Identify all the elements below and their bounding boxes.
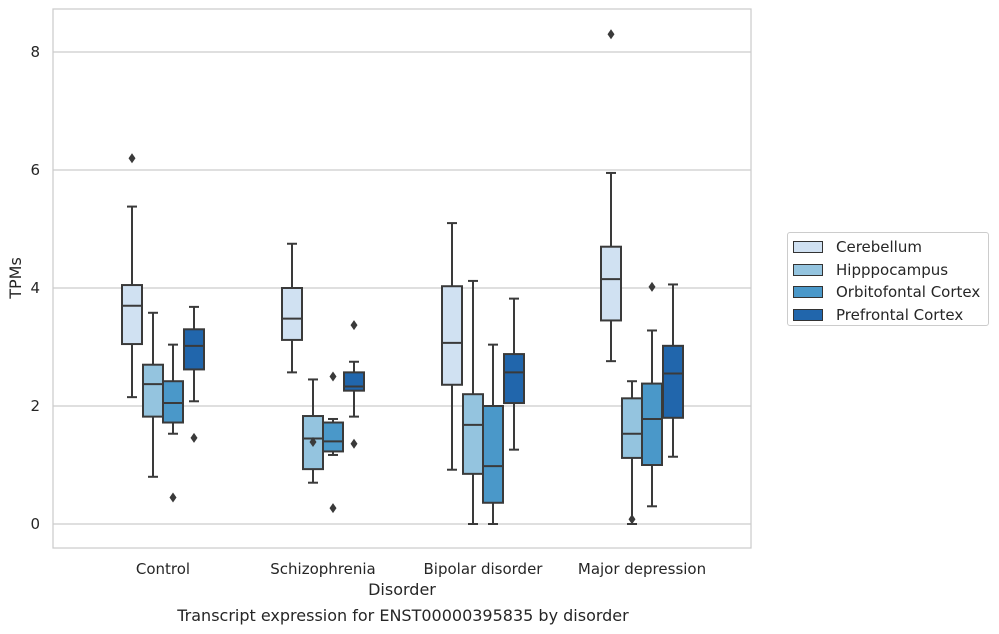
box-cerebellum [281, 242, 303, 374]
figure-caption: Transcript expression for ENST0000039583… [177, 606, 629, 625]
y-tick-label: 4 [30, 279, 40, 297]
box-iqr [641, 382, 663, 466]
x-tick-label: Schizophrenia [270, 560, 375, 578]
outlier-point [309, 436, 317, 447]
box-orbitofontal-cortex [162, 343, 184, 503]
outlier-point [628, 514, 636, 525]
legend-swatch [793, 308, 823, 321]
outlier-point [350, 320, 358, 331]
y-tick-label: 6 [30, 161, 40, 179]
box-iqr [162, 380, 184, 424]
legend-item: Cerebellum [793, 236, 988, 259]
plot-area-frame [52, 8, 752, 549]
box-prefrontal-cortex [503, 297, 525, 451]
box-orbitofontal-cortex [641, 281, 663, 508]
legend-item: Orbitofontal Cortex [793, 281, 988, 304]
box-iqr [322, 421, 344, 453]
x-axis-label: Disorder [368, 580, 436, 599]
box-prefrontal-cortex [662, 283, 684, 458]
legend-swatch [793, 241, 823, 254]
box-iqr [343, 371, 365, 392]
outlier-point [128, 153, 136, 164]
box-iqr [121, 284, 143, 346]
outlier-point [169, 492, 177, 503]
box-cerebellum [121, 153, 143, 399]
box-hipppocampus [462, 279, 484, 525]
y-axis-label: TPMs [6, 257, 25, 300]
outlier-point [190, 432, 198, 443]
x-tick-labels: Control Schizophrenia Bipolar disorder Majo… [136, 560, 706, 578]
box-orbitofontal-cortex [322, 371, 344, 514]
box-iqr [462, 393, 484, 475]
box-iqr [503, 353, 525, 405]
legend-swatch [793, 286, 823, 299]
box-prefrontal-cortex [183, 305, 205, 443]
box-orbitofontal-cortex [482, 343, 504, 525]
box-cerebellum [600, 29, 622, 363]
outlier-point [329, 503, 337, 514]
box-iqr [183, 328, 205, 371]
x-tick-label: Bipolar disorder [424, 560, 544, 578]
box-hipppocampus [142, 311, 164, 478]
legend-label: Prefrontal Cortex [836, 305, 964, 324]
box-prefrontal-cortex [343, 320, 365, 449]
box-iqr [281, 287, 303, 341]
legend: Cerebellum Hipppocampus Orbitofontal Corte… [787, 232, 989, 326]
box-iqr [600, 245, 622, 322]
y-tick-label: 2 [30, 397, 40, 415]
x-tick-label: Major depression [578, 560, 706, 578]
outlier-point [350, 438, 358, 449]
y-tick-label: 8 [30, 43, 40, 61]
box-iqr [482, 405, 504, 504]
legend-label: Hipppocampus [836, 260, 949, 279]
outlier-point [329, 371, 337, 382]
legend-swatch [793, 263, 823, 276]
box-series [121, 29, 684, 525]
outlier-point [648, 281, 656, 292]
legend-item: Hipppocampus [793, 259, 988, 282]
box-iqr [441, 285, 463, 386]
legend-item: Prefrontal Cortex [793, 304, 988, 327]
outlier-point [607, 29, 615, 40]
y-tick-labels: 0 2 4 6 8 [30, 43, 40, 533]
box-hipppocampus [621, 380, 643, 525]
box-iqr [662, 344, 684, 419]
box-iqr [142, 363, 164, 418]
x-tick-label: Control [136, 560, 190, 578]
box-hipppocampus [302, 378, 324, 484]
legend-label: Cerebellum [836, 238, 922, 257]
y-tick-label: 0 [30, 515, 40, 533]
box-cerebellum [441, 222, 463, 471]
legend-label: Orbitofontal Cortex [836, 283, 981, 302]
box-iqr [621, 397, 643, 459]
